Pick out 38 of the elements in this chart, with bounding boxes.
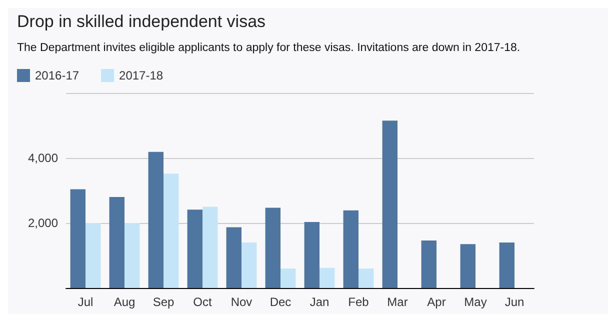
x-tick-label: Apr: [427, 295, 446, 309]
bar: [460, 244, 476, 288]
bar: [265, 208, 280, 288]
bar: [226, 227, 242, 288]
bar: [187, 210, 202, 288]
x-tick-label: May: [464, 295, 487, 309]
x-tick-label: Nov: [230, 295, 252, 309]
x-tick-label: Jul: [78, 295, 94, 309]
bar: [320, 268, 335, 288]
bar: [280, 268, 296, 288]
bar: [70, 189, 86, 288]
bar: [124, 223, 140, 288]
x-tick-label: Jun: [504, 295, 524, 309]
bar: [358, 268, 374, 288]
bar: [421, 240, 436, 288]
chart-title: Drop in skilled independent visas: [17, 12, 266, 31]
legend-label: 2016-17: [35, 68, 80, 82]
bar: [382, 120, 398, 288]
bar: [202, 206, 218, 288]
x-tick-label: Sep: [152, 295, 174, 309]
bar: [148, 152, 164, 288]
legend-label: 2017-18: [119, 68, 164, 82]
chart-subtitle: The Department invites eligible applicants to apply for these visas. Invitations are down in 2017-18.: [17, 42, 520, 54]
x-tick-label: Dec: [270, 295, 292, 309]
x-tick-label: Jan: [310, 295, 330, 309]
bar: [86, 223, 101, 288]
x-tick-label: Oct: [193, 295, 212, 309]
y-tick-label: 2,000: [28, 216, 58, 230]
bar: [109, 197, 124, 288]
x-tick-label: Mar: [387, 295, 408, 309]
bar: [242, 242, 257, 288]
bar: [304, 222, 320, 288]
x-tick-label: Feb: [348, 295, 370, 309]
bar: [343, 210, 358, 288]
bar: [499, 242, 514, 288]
y-tick-label: 4,000: [28, 151, 58, 165]
x-tick-label: Aug: [114, 295, 136, 309]
bar: [164, 174, 179, 288]
